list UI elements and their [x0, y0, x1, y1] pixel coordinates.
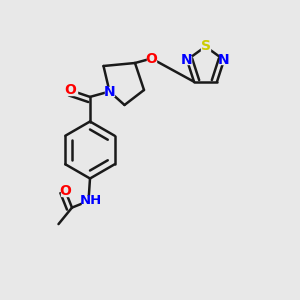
Bar — [64, 86, 77, 95]
Text: O: O — [59, 184, 71, 198]
Text: O: O — [64, 83, 76, 97]
Bar — [183, 56, 191, 64]
Text: N: N — [218, 53, 230, 67]
Text: N: N — [181, 53, 193, 67]
Bar — [83, 196, 98, 206]
Bar — [82, 196, 94, 206]
Bar — [61, 187, 70, 196]
Text: O: O — [146, 52, 158, 65]
Bar — [220, 56, 228, 64]
Text: S: S — [200, 40, 211, 53]
Bar — [147, 54, 156, 63]
Text: NH: NH — [80, 194, 102, 208]
Text: N: N — [104, 85, 115, 98]
Bar — [201, 42, 210, 51]
Bar — [105, 87, 114, 96]
